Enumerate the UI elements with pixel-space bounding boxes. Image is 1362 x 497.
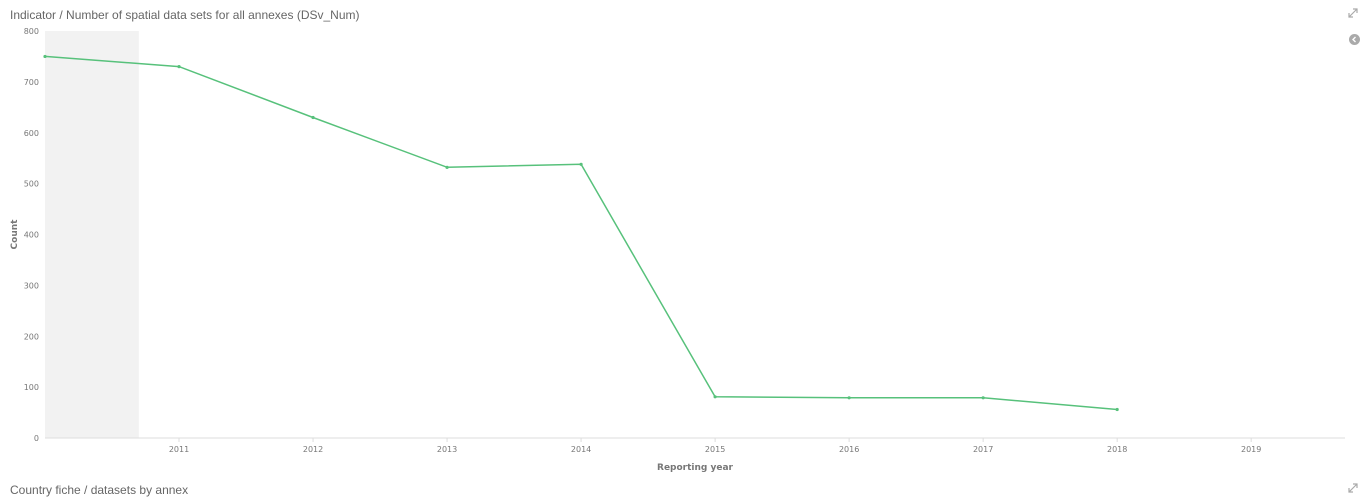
y-tick-label: 600 bbox=[24, 129, 39, 138]
chevron-left-circle-icon[interactable] bbox=[1349, 32, 1360, 45]
next-panel-title: Country fiche / datasets by annex bbox=[10, 483, 189, 497]
data-point[interactable] bbox=[177, 65, 181, 69]
panel-title: Indicator / Number of spatial data sets … bbox=[10, 8, 360, 22]
y-tick-label: 500 bbox=[24, 180, 39, 189]
y-tick-label: 800 bbox=[24, 27, 39, 36]
x-axis-title: Reporting year bbox=[657, 463, 734, 473]
expand-icon[interactable] bbox=[1348, 8, 1358, 18]
y-tick-label: 400 bbox=[24, 231, 39, 240]
x-tick-label: 2017 bbox=[973, 445, 993, 454]
y-axis-title: Count bbox=[10, 219, 20, 250]
data-point[interactable] bbox=[713, 395, 717, 399]
series-line[interactable] bbox=[44, 55, 1118, 411]
x-tick-label: 2019 bbox=[1241, 445, 1261, 454]
y-tick-label: 300 bbox=[24, 281, 39, 290]
data-point[interactable] bbox=[445, 165, 449, 169]
x-tick-label: 2012 bbox=[303, 445, 323, 454]
y-tick-label: 200 bbox=[24, 332, 39, 341]
x-tick-label: 2011 bbox=[169, 445, 189, 454]
highlight-band bbox=[45, 31, 139, 438]
data-point[interactable] bbox=[579, 162, 583, 166]
data-point[interactable] bbox=[981, 396, 985, 400]
y-tick-label: 100 bbox=[24, 383, 39, 392]
data-points bbox=[43, 54, 1119, 412]
data-point[interactable] bbox=[311, 115, 315, 120]
x-tick-label: 2015 bbox=[705, 445, 725, 454]
x-tick-label: 2013 bbox=[437, 445, 457, 454]
data-point[interactable] bbox=[43, 54, 47, 59]
y-tick-label: 0 bbox=[34, 434, 39, 443]
x-tick-label: 2016 bbox=[839, 445, 859, 454]
expand-icon[interactable] bbox=[1348, 483, 1358, 493]
y-axis: 0 100 200 300 400 500 600 700 800 bbox=[24, 27, 39, 443]
x-tick-label: 2014 bbox=[571, 445, 591, 454]
data-point[interactable] bbox=[1115, 407, 1119, 412]
x-tick-label: 2018 bbox=[1107, 445, 1127, 454]
x-axis: 2011 2012 2013 2014 2015 2016 2017 2018 2019 bbox=[169, 438, 1261, 454]
data-point[interactable] bbox=[847, 396, 851, 400]
y-tick-label: 700 bbox=[24, 78, 39, 87]
